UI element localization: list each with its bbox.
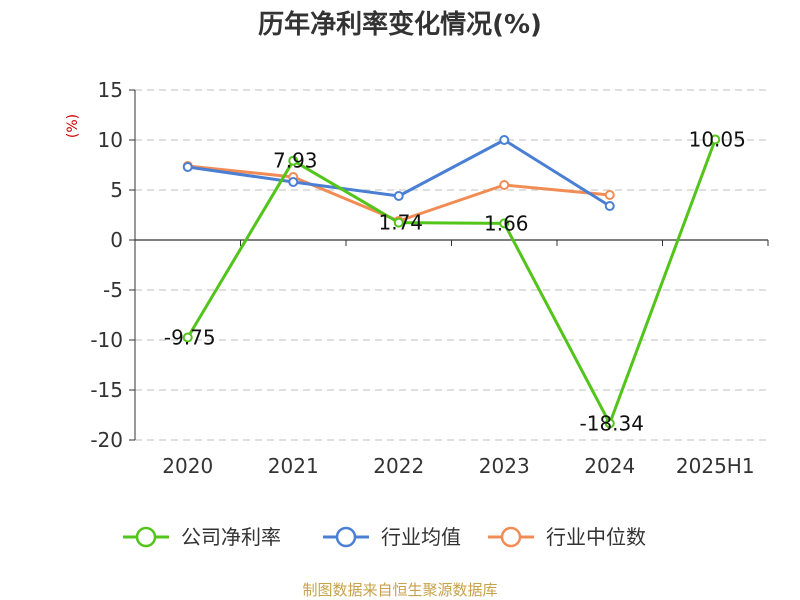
x-tick-label: 2021 (268, 454, 319, 478)
data-label: 7.93 (273, 149, 318, 173)
data-point (288, 155, 299, 166)
x-tick-label: 2020 (162, 454, 213, 478)
data-point (393, 217, 404, 228)
legend-label: 行业中位数 (546, 525, 646, 549)
legend-label: 行业均值 (381, 525, 461, 549)
x-tick-label: 2023 (479, 454, 530, 478)
legend-item: 行业中位数 (488, 525, 646, 549)
series-lines (182, 134, 721, 429)
y-axis-label: (%) (65, 114, 81, 138)
data-point (604, 190, 615, 200)
data-point (499, 218, 510, 229)
y-tick-label: -15 (90, 378, 123, 402)
legend-marker (135, 526, 157, 548)
legend-item: 行业均值 (323, 525, 461, 549)
data-point (604, 201, 615, 211)
y-tick-label: 0 (110, 228, 123, 252)
y-tick-label: -5 (103, 278, 123, 302)
legend-label: 公司净利率 (181, 525, 281, 549)
chart-title: 历年净利率变化情况(%) (258, 9, 542, 40)
data-label: 1.74 (378, 211, 423, 235)
x-tick-label: 2024 (584, 454, 635, 478)
data-label: 10.05 (689, 128, 746, 152)
x-tick-label: 2025H1 (676, 454, 755, 478)
y-tick-label: 10 (98, 128, 123, 152)
data-point (182, 162, 193, 172)
x-tick-label: 2022 (373, 454, 424, 478)
data-labels: -9.75 7.93 1.74 1.66 -18.34 10.05 (164, 128, 746, 436)
data-label: -18.34 (580, 411, 644, 435)
data-point (182, 332, 193, 343)
legend-marker (500, 526, 522, 548)
y-tick-label: -20 (90, 428, 123, 452)
series-line (186, 138, 717, 425)
y-tick-label: 15 (98, 78, 123, 102)
legend-marker (335, 526, 357, 548)
data-label: 1.66 (484, 211, 529, 235)
data-point (288, 177, 299, 187)
grid-lines (135, 89, 768, 441)
y-tick-label: -10 (90, 328, 123, 352)
legend: 公司净利率 行业均值 行业中位数 (123, 525, 646, 549)
legend-item: 公司净利率 (123, 525, 281, 549)
source-note: 制图数据来自恒生聚源数据库 (302, 581, 497, 599)
y-tick-label: 5 (110, 178, 123, 202)
data-point (604, 418, 615, 429)
series-0 (182, 134, 721, 429)
series-1 (182, 135, 615, 211)
data-point (393, 191, 404, 201)
data-point (499, 180, 510, 190)
axes: 15 10 5 0 -5 -10 -15 -20 2020 2021 2022 2023 2024 202… (90, 78, 769, 478)
data-label: -9.75 (164, 326, 216, 350)
data-point (499, 135, 510, 145)
data-point (710, 134, 721, 145)
